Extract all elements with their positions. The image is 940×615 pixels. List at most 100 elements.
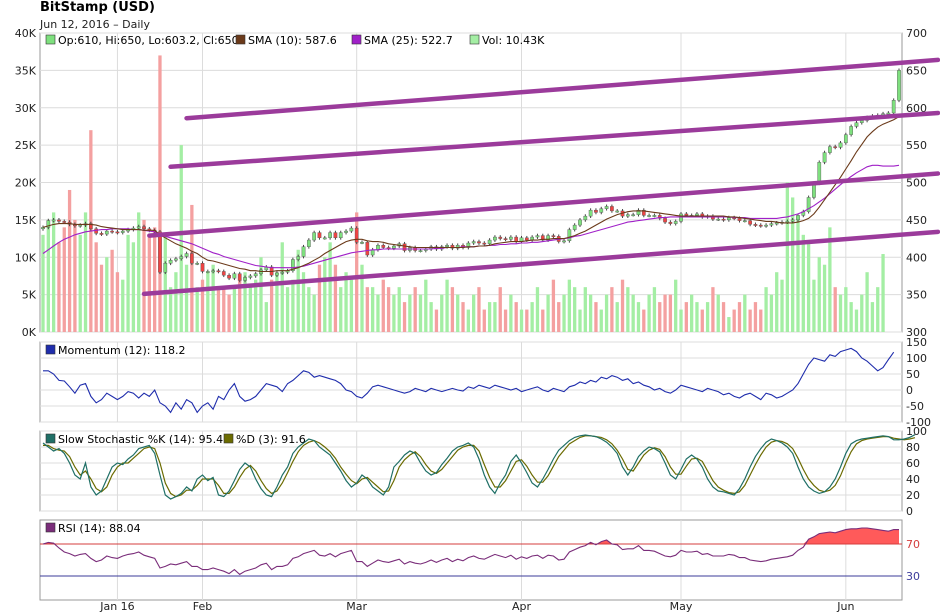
volume-bar [386,287,391,332]
candle-body [843,134,848,144]
price-tick-label: 450 [906,214,927,227]
volume-bar [594,302,598,332]
volume-bar [328,242,332,332]
volume-bar [663,294,667,332]
volume-tick-label: 15K [15,214,37,227]
candle-body [57,219,61,222]
volume-bar [131,242,136,332]
volume-bar [493,302,497,332]
price-tick-label: 350 [906,289,927,302]
volume-tick-label: 25K [15,139,37,152]
price-tick-label: 400 [906,251,927,264]
volume-bar [812,279,816,332]
candle-body [142,226,146,230]
volume-bar [562,294,566,332]
volume-bar [461,302,465,332]
candle-body [301,246,306,257]
volume-bar [259,257,263,332]
candle-body [232,273,237,279]
volume-bar [333,264,338,332]
legend-swatch [45,344,56,355]
volume-bar [344,272,348,332]
legend-label: SMA (25): 522.7 [364,34,453,47]
price-tick-label: 500 [906,177,927,190]
candle-body [211,270,215,273]
volume-bar [445,279,449,332]
rsi-tick-label: 70 [906,538,920,551]
candle-body [322,237,327,240]
candle-body [487,239,492,244]
stoch-tick-label: 80 [906,441,920,454]
volume-bar [78,234,82,332]
candle-body [253,273,258,277]
candle-body [540,235,545,241]
candle-body [806,197,811,212]
volume-bar [838,294,843,332]
volume-bar [402,302,407,332]
volume-bar [791,197,795,332]
volume-bar [296,249,300,332]
volume-bar [509,294,513,332]
momentum-tick-label: 100 [906,352,927,365]
candle-body [721,218,726,221]
volume-bar [514,302,518,332]
candle-body [753,224,758,226]
price-tick-label: 700 [906,27,927,40]
volume-bar [599,309,603,332]
volume-bar [817,257,821,332]
volume-tick-label: 0K [22,326,37,339]
volume-bar [110,249,114,332]
candle-body [205,271,210,273]
volume-bar [168,287,173,332]
volume-bar [254,279,258,332]
volume-bar [264,302,268,332]
candle-body [333,232,338,239]
candle-body [817,162,822,184]
volume-bar [62,227,66,332]
volume-bar [615,302,619,332]
volume-bar [689,294,694,332]
candle-body [514,236,519,242]
volume-bar [721,302,726,332]
trendline [141,229,940,297]
volume-bar [551,279,556,332]
volume-bar [876,287,880,332]
candle-body [136,226,141,229]
candle-body [657,215,662,219]
candle-body [583,215,588,221]
volume-bar [83,212,88,332]
candle-body [312,232,317,241]
trendline [147,171,940,238]
volume-bar [200,279,205,332]
volume-bar [317,264,322,332]
volume-bar [870,302,875,332]
candle-body [89,223,93,230]
chart-subtitle: Jun 12, 2016 – Daily [40,18,150,31]
volume-bar [477,287,481,332]
candle-body [668,221,673,224]
volume-tick-label: 35K [15,64,37,77]
volume-bar [519,309,524,332]
candle-body [354,227,359,243]
candle-body [503,238,508,240]
volume-bar [105,257,109,332]
candle-body [104,230,109,235]
candle-body [62,221,67,223]
volume-bar [679,309,683,332]
volume-bar [567,279,572,332]
panel-frame-mom [39,341,903,423]
volume-bar [163,234,167,332]
volume-bar [227,294,231,332]
volume-bar [658,302,662,332]
stoch-k-line [42,434,916,500]
candle-body [349,227,354,232]
volume-bar [206,272,210,332]
volume-bar [153,227,157,332]
volume-bar [530,302,534,332]
volume-bar [604,294,609,332]
volume-bar [392,294,396,332]
price-tick-label: 650 [906,64,927,77]
candle-body [790,219,795,222]
candle-body [833,146,838,149]
candle-body [248,275,253,278]
